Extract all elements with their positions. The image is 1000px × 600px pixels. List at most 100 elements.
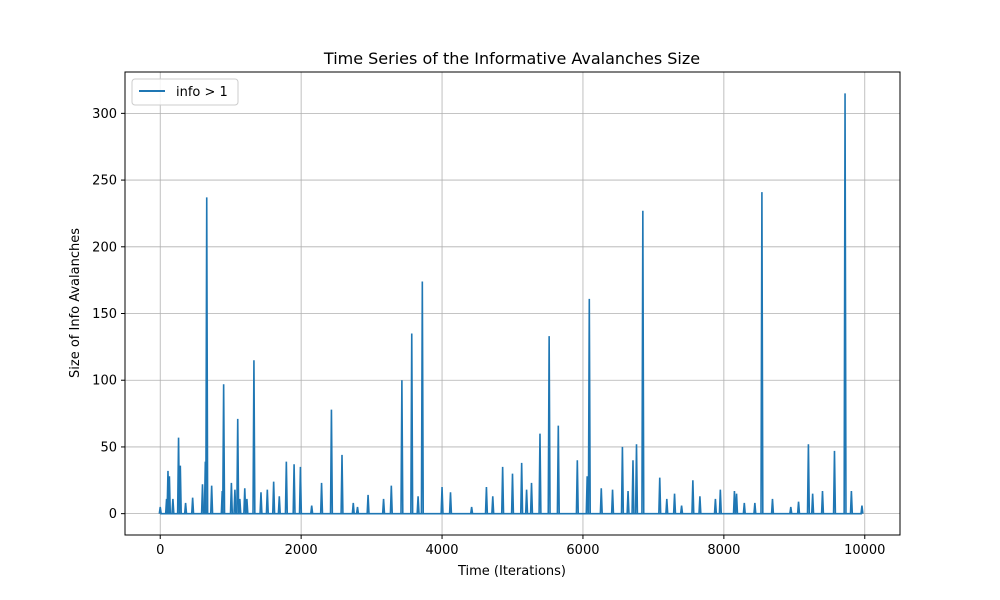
legend-box [131,78,239,106]
avalanche-spike [713,498,718,514]
avalanche-spike [209,485,214,514]
avalanche-spike [810,493,815,514]
avalanche-spike [259,492,263,514]
avalanche-spike [860,505,864,514]
avalanche-spike [381,498,386,514]
avalanche-spike [620,446,625,514]
avalanche-spike [448,492,453,514]
avalanche-spike [672,493,677,514]
avalanche-spike [410,333,414,514]
avalanche-spike [718,489,723,514]
avalanche-spike [679,505,684,514]
avalanche-spike [753,502,757,514]
avalanche-spike [832,450,837,514]
avalanche-spike [420,281,425,514]
avalanche-spike [742,502,746,514]
avalanche-spike [158,506,162,514]
avalanche-spike [178,465,183,514]
avalanche-spike [524,489,529,514]
avalanche-spike [340,454,344,514]
avalanche-spike [167,476,172,514]
avalanche-spike [329,409,334,514]
avalanche-spike [806,444,811,514]
avalanche-spike [500,466,505,514]
avalanche-spike [265,489,270,514]
y-tick-label: 150 [92,307,117,322]
avalanche-spike [732,490,737,514]
avalanche-spike [205,197,209,514]
avalanche-spike [519,462,524,514]
avalanche-spike [587,298,591,514]
avalanche-spike [538,433,542,514]
avalanche-spike [510,473,515,514]
avalanche-spike [310,505,314,514]
avalanche-spike [238,498,242,514]
avalanche-spike [200,484,205,514]
avalanche-spike [366,494,370,514]
avalanche-spike [245,498,249,514]
avalanche-spike [691,480,695,514]
y-axis-label: Size of Info Avalanches [68,228,83,378]
avalanche-spike [626,490,630,514]
legend: info > 1 [131,78,239,106]
avalanche-spike [243,488,247,514]
x-tick-label: 0 [156,543,164,558]
avalanche-spike [221,384,226,514]
y-tick-label: 50 [100,440,117,455]
avalanche-spike [236,418,240,514]
avalanche-spike [355,506,360,514]
avalanche-spike [556,425,560,514]
x-tick-label: 6000 [566,543,599,558]
y-tick-label: 0 [109,507,117,522]
avalanche-spike [469,506,474,514]
avalanche-spike [389,485,394,514]
chart-title: Time Series of the Informative Avalanche… [323,49,700,68]
avalanche-spike [491,496,495,514]
avalanche-spike [284,461,289,514]
avalanche-spike [770,498,775,514]
avalanche-spike [734,493,739,514]
avalanche-spike [529,482,534,514]
avalanche-spike [631,460,635,514]
avalanche-spike [843,93,847,514]
avalanche-spike [634,444,639,514]
avalanche-spike [789,506,793,514]
avalanche-spike [416,496,420,514]
avalanche-spike [229,482,234,514]
avalanche-spike [698,496,702,514]
avalanche-spike [298,466,303,514]
avalanche-spike [760,192,764,514]
avalanche-spike [440,486,444,514]
avalanche-spike [319,482,324,514]
avalanche-spike [271,481,276,514]
y-tick-label: 100 [92,374,117,389]
x-tick-label: 10000 [844,543,885,558]
avalanche-spike [641,210,645,514]
avalanche-spike [610,489,615,514]
series-layer [158,93,864,515]
avalanche-spike [277,496,281,514]
x-tick-label: 2000 [285,543,318,558]
avalanche-spike [575,460,580,514]
avalanche-spike [547,336,551,514]
plot-frame [124,71,901,536]
x-axis-label: Time (Iterations) [457,564,566,579]
avalanche-spike [658,477,662,514]
avalanche-spike [292,464,296,514]
avalanche-spike [400,380,404,514]
avalanche-spike [183,502,188,514]
x-tick-label: 4000 [425,543,458,558]
avalanche-spike [233,489,237,514]
avalanche-spike [820,490,825,514]
legend-label: info > 1 [176,85,228,100]
avalanche-spike [190,497,195,514]
x-axis-ticks: 0 2000 4000 6000 8000 10000 [156,535,885,558]
avalanche-spike [849,490,854,514]
avalanche-spike [484,486,489,514]
avalanche-spike [171,498,175,514]
x-tick-label: 8000 [707,543,740,558]
avalanche-spike [665,498,669,514]
y-tick-label: 200 [92,240,117,255]
y-tick-label: 250 [92,174,117,189]
